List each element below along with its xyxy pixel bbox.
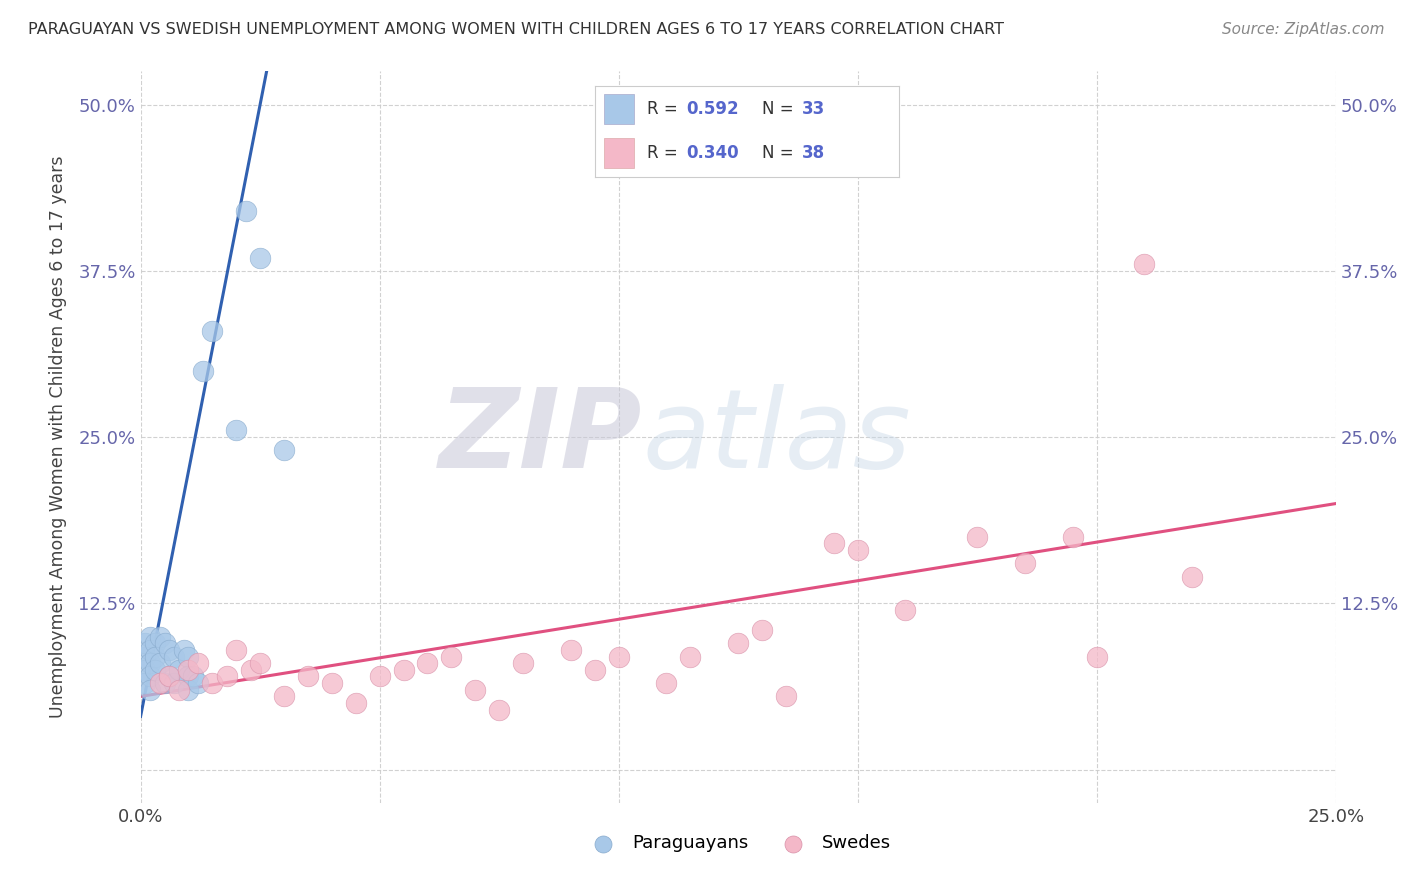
Point (181, 669, 204, 683)
Point (1181, 570, 1204, 584)
Point (191, 363, 214, 377)
Point (560, 643, 582, 657)
Point (187, 676, 209, 690)
Point (321, 676, 343, 690)
Point (167, 663, 190, 677)
Point (134, 636, 156, 650)
Text: ZIP: ZIP (439, 384, 643, 491)
Point (846, 543, 869, 558)
Point (157, 669, 180, 683)
Point (157, 643, 180, 657)
Point (1133, 257, 1156, 271)
Point (143, 636, 166, 650)
Point (751, 623, 773, 637)
Text: PARAGUAYAN VS SWEDISH UNEMPLOYMENT AMONG WOMEN WITH CHILDREN AGES 6 TO 17 YEARS : PARAGUAYAN VS SWEDISH UNEMPLOYMENT AMONG… (28, 22, 1004, 37)
Point (488, 703, 510, 717)
Point (201, 676, 224, 690)
Point (1014, 557, 1036, 571)
Point (177, 682, 200, 697)
Point (139, 682, 162, 697)
Point (392, 663, 415, 677)
Point (177, 663, 200, 677)
Point (153, 676, 176, 690)
Point (235, 204, 257, 219)
Point (249, 656, 271, 670)
Point (163, 649, 186, 664)
Point (583, 663, 606, 677)
Point (134, 663, 156, 677)
Point (464, 682, 486, 697)
Point (215, 669, 238, 683)
Point (201, 324, 224, 338)
Point (177, 649, 200, 664)
Point (894, 603, 917, 617)
Point (187, 656, 209, 670)
Point (368, 669, 391, 683)
Point (153, 636, 176, 650)
Point (727, 636, 749, 650)
Point (225, 424, 247, 438)
Point (177, 669, 200, 683)
Point (134, 676, 156, 690)
Point (297, 669, 319, 683)
Legend: Paraguayans, Swedes: Paraguayans, Swedes (578, 827, 898, 860)
Point (139, 656, 162, 670)
Text: atlas: atlas (643, 384, 911, 491)
Text: Source: ZipAtlas.com: Source: ZipAtlas.com (1222, 22, 1385, 37)
Point (173, 643, 195, 657)
Point (139, 630, 162, 644)
Point (1062, 530, 1084, 544)
Point (966, 530, 988, 544)
Point (1085, 649, 1108, 664)
Point (225, 643, 247, 657)
Point (143, 663, 166, 677)
Point (157, 669, 180, 683)
Point (823, 536, 845, 550)
Point (607, 649, 630, 664)
Point (512, 656, 534, 670)
Point (344, 696, 367, 710)
Point (149, 676, 172, 690)
Point (239, 663, 262, 677)
Point (149, 630, 172, 644)
Point (139, 643, 162, 657)
Point (143, 649, 166, 664)
Point (655, 676, 678, 690)
Point (249, 251, 271, 265)
Point (139, 669, 162, 683)
Point (679, 649, 702, 664)
Y-axis label: Unemployment Among Women with Children Ages 6 to 17 years: Unemployment Among Women with Children A… (49, 156, 67, 718)
Point (273, 690, 295, 704)
Point (167, 682, 190, 697)
Point (273, 443, 295, 458)
Point (440, 649, 463, 664)
Point (775, 690, 797, 704)
Point (163, 676, 186, 690)
Point (149, 656, 172, 670)
Point (134, 649, 156, 664)
Point (416, 656, 439, 670)
